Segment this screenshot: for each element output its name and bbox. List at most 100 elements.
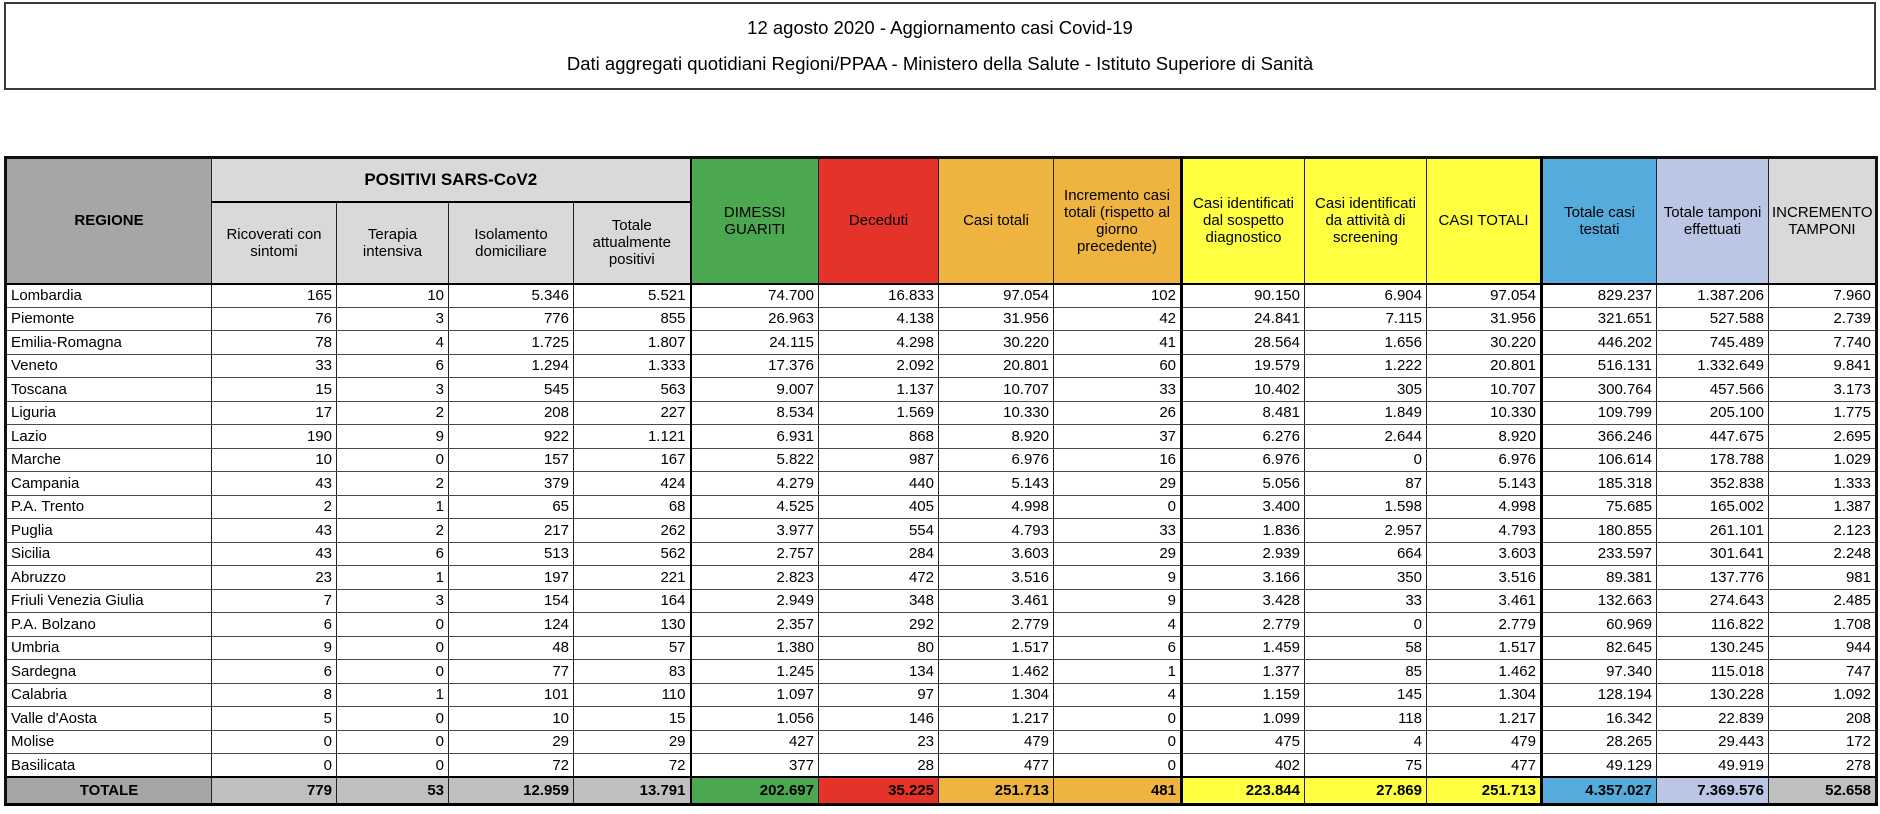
value-cell: 563 — [573, 377, 691, 402]
region-name-cell: Liguria — [5, 400, 212, 425]
header-sospetto-diagnostico: Casi identificati dal sospetto diagnosti… — [1180, 157, 1305, 285]
value-cell: 28.265 — [1540, 729, 1657, 754]
value-cell: 97.340 — [1540, 659, 1657, 684]
value-cell: 48 — [448, 635, 574, 660]
value-cell: 1.725 — [448, 330, 574, 355]
value-cell: 1.517 — [938, 635, 1054, 660]
value-cell: 1.245 — [689, 659, 819, 684]
value-cell: 41 — [1053, 330, 1182, 355]
value-cell: 2.485 — [1768, 588, 1877, 613]
region-name-cell: Umbria — [5, 635, 212, 660]
value-cell: 1.217 — [938, 706, 1054, 731]
value-cell: 15 — [573, 706, 691, 731]
value-cell: 300.764 — [1540, 377, 1657, 402]
value-cell: 1.029 — [1768, 447, 1877, 472]
value-cell: 74.700 — [689, 283, 819, 308]
value-cell: 6.976 — [938, 447, 1054, 472]
region-name-cell: Toscana — [5, 377, 212, 402]
value-cell: 261.101 — [1656, 518, 1769, 543]
region-name-cell: Veneto — [5, 353, 212, 378]
value-cell: 9 — [336, 424, 449, 449]
value-cell: 2.644 — [1304, 424, 1427, 449]
value-cell: 3.173 — [1768, 377, 1877, 402]
value-cell: 97 — [818, 682, 939, 707]
value-cell: 1 — [336, 494, 449, 519]
total-value-cell: 481 — [1053, 776, 1182, 806]
value-cell: 2.939 — [1180, 541, 1305, 566]
value-cell: 128.194 — [1540, 682, 1657, 707]
value-cell: 1.380 — [689, 635, 819, 660]
table-row: Basilicata 0 0 72 72 377 28 477 0 402 75 477 49.129 4… — [5, 753, 1877, 778]
total-row: TOTALE 779 53 12.959 13.791 202.697 35.225 251.… — [5, 776, 1877, 806]
value-cell: 2 — [336, 518, 449, 543]
table-row: Liguria 17 2 208 227 8.534 1.569 10.330 26 8.481 1… — [5, 400, 1877, 425]
value-cell: 65 — [448, 494, 574, 519]
value-cell: 1.377 — [1180, 659, 1305, 684]
value-cell: 2.248 — [1768, 541, 1877, 566]
value-cell: 124 — [448, 612, 574, 637]
value-cell: 6.976 — [1180, 447, 1305, 472]
value-cell: 262 — [573, 518, 691, 543]
value-cell: 197 — [448, 565, 574, 590]
region-name-cell: Lazio — [5, 424, 212, 449]
value-cell: 3.977 — [689, 518, 819, 543]
covid-table: REGIONE POSITIVI SARS-CoV2 DIMESSI GUARI… — [4, 156, 1878, 806]
value-cell: 83 — [573, 659, 691, 684]
value-cell: 43 — [211, 471, 337, 496]
value-cell: 554 — [818, 518, 939, 543]
value-cell: 29 — [573, 729, 691, 754]
region-name-cell: Emilia-Romagna — [5, 330, 212, 355]
value-cell: 6.904 — [1304, 283, 1427, 308]
value-cell: 146 — [818, 706, 939, 731]
value-cell: 8.534 — [689, 400, 819, 425]
value-cell: 405 — [818, 494, 939, 519]
value-cell: 377 — [689, 753, 819, 778]
value-cell: 516.131 — [1540, 353, 1657, 378]
value-cell: 49.919 — [1656, 753, 1769, 778]
value-cell: 5.521 — [573, 283, 691, 308]
value-cell: 278 — [1768, 753, 1877, 778]
value-cell: 5.346 — [448, 283, 574, 308]
value-cell: 868 — [818, 424, 939, 449]
value-cell: 0 — [211, 753, 337, 778]
value-cell: 0 — [1053, 729, 1182, 754]
value-cell: 5.056 — [1180, 471, 1305, 496]
region-name-cell: Marche — [5, 447, 212, 472]
value-cell: 180.855 — [1540, 518, 1657, 543]
value-cell: 29 — [1053, 541, 1182, 566]
value-cell: 118 — [1304, 706, 1427, 731]
value-cell: 1.121 — [573, 424, 691, 449]
header-casi-totali-2: CASI TOTALI — [1426, 157, 1542, 285]
header-incremento-tamponi: INCREMENTO TAMPONI — [1768, 157, 1877, 285]
value-cell: 33 — [1053, 518, 1182, 543]
table-row: P.A. Bolzano 6 0 124 130 2.357 292 2.779 4 2.779 0… — [5, 612, 1877, 637]
value-cell: 10 — [211, 447, 337, 472]
value-cell: 1 — [336, 565, 449, 590]
value-cell: 4.138 — [818, 306, 939, 331]
table-row: P.A. Trento 2 1 65 68 4.525 405 4.998 0 3.400 1.59… — [5, 494, 1877, 519]
value-cell: 922 — [448, 424, 574, 449]
value-cell: 4.998 — [938, 494, 1054, 519]
value-cell: 1.569 — [818, 400, 939, 425]
value-cell: 4.793 — [1426, 518, 1542, 543]
value-cell: 72 — [573, 753, 691, 778]
value-cell: 6 — [1053, 635, 1182, 660]
value-cell: 479 — [1426, 729, 1542, 754]
value-cell: 80 — [818, 635, 939, 660]
value-cell: 1.775 — [1768, 400, 1877, 425]
value-cell: 190 — [211, 424, 337, 449]
total-value-cell: 251.713 — [1426, 776, 1542, 806]
value-cell: 527.588 — [1656, 306, 1769, 331]
total-value-cell: 779 — [211, 776, 337, 806]
value-cell: 77 — [448, 659, 574, 684]
total-value-cell: 27.869 — [1304, 776, 1427, 806]
value-cell: 4 — [1304, 729, 1427, 754]
value-cell: 4.793 — [938, 518, 1054, 543]
value-cell: 424 — [573, 471, 691, 496]
value-cell: 1.217 — [1426, 706, 1542, 731]
value-cell: 305 — [1304, 377, 1427, 402]
value-cell: 97.054 — [938, 283, 1054, 308]
table-row: Veneto 33 6 1.294 1.333 17.376 2.092 20.801 60 19… — [5, 353, 1877, 378]
value-cell: 1.708 — [1768, 612, 1877, 637]
value-cell: 24.115 — [689, 330, 819, 355]
